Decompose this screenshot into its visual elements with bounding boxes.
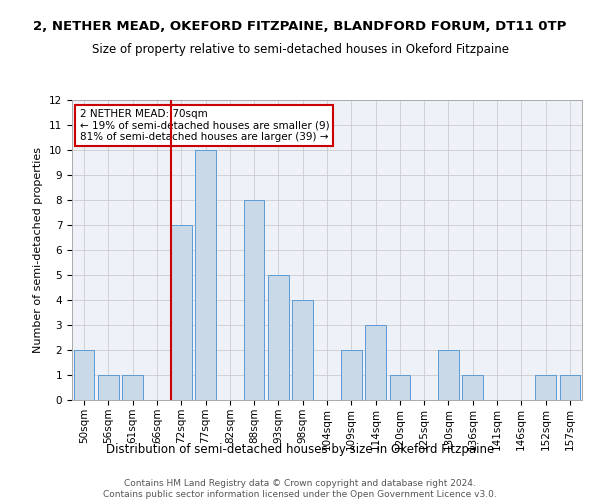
- Bar: [438, 350, 459, 400]
- Bar: [560, 375, 580, 400]
- Text: Contains HM Land Registry data © Crown copyright and database right 2024.: Contains HM Land Registry data © Crown c…: [124, 479, 476, 488]
- Bar: [268, 275, 289, 400]
- Y-axis label: Number of semi-detached properties: Number of semi-detached properties: [34, 147, 43, 353]
- Bar: [341, 350, 362, 400]
- Bar: [171, 225, 191, 400]
- Bar: [98, 375, 119, 400]
- Text: Distribution of semi-detached houses by size in Okeford Fitzpaine: Distribution of semi-detached houses by …: [106, 442, 494, 456]
- Bar: [365, 325, 386, 400]
- Bar: [535, 375, 556, 400]
- Bar: [122, 375, 143, 400]
- Text: 2 NETHER MEAD: 70sqm
← 19% of semi-detached houses are smaller (9)
81% of semi-d: 2 NETHER MEAD: 70sqm ← 19% of semi-detac…: [80, 109, 329, 142]
- Text: Size of property relative to semi-detached houses in Okeford Fitzpaine: Size of property relative to semi-detach…: [91, 42, 509, 56]
- Bar: [389, 375, 410, 400]
- Text: 2, NETHER MEAD, OKEFORD FITZPAINE, BLANDFORD FORUM, DT11 0TP: 2, NETHER MEAD, OKEFORD FITZPAINE, BLAND…: [34, 20, 566, 33]
- Bar: [292, 300, 313, 400]
- Text: Contains public sector information licensed under the Open Government Licence v3: Contains public sector information licen…: [103, 490, 497, 499]
- Bar: [463, 375, 483, 400]
- Bar: [195, 150, 216, 400]
- Bar: [244, 200, 265, 400]
- Bar: [74, 350, 94, 400]
